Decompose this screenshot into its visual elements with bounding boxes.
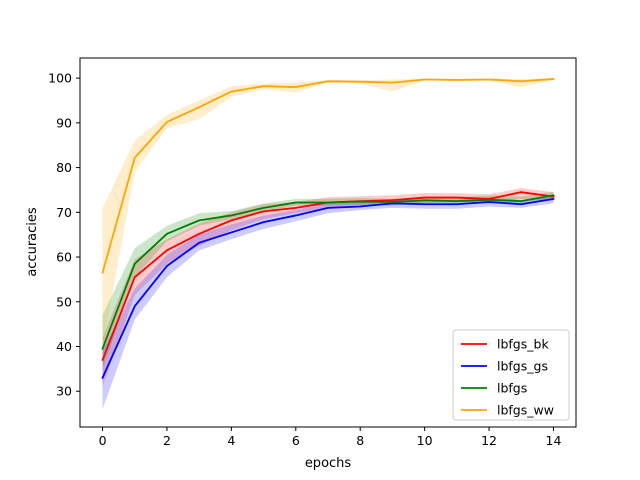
x-axis-label: epochs (305, 456, 352, 471)
y-tick-label: 80 (56, 160, 72, 175)
x-tick-label: 6 (292, 433, 300, 448)
y-axis-label: accuracies (25, 207, 40, 277)
y-tick-label: 40 (56, 339, 72, 354)
line-lbfgs (101, 194, 555, 350)
line-lbfgs-ww (101, 78, 555, 274)
line-lbfgs-gs (101, 197, 555, 379)
y-tick-label: 100 (48, 71, 72, 86)
y-tick-label: 90 (56, 115, 72, 130)
x-tick-label: 8 (356, 433, 364, 448)
y-axis: 30 40 50 60 70 80 90 100 (48, 71, 80, 399)
x-tick-label: 4 (227, 433, 235, 448)
x-tick-label: 0 (99, 433, 107, 448)
x-tick-label: 2 (163, 433, 171, 448)
legend-label-lbfgs-bk: lbfgs_bk (497, 337, 549, 352)
legend-label-lbfgs-ww: lbfgs_ww (497, 403, 554, 418)
series-lines (101, 78, 555, 379)
plot-frame (79, 57, 577, 428)
legend-label-lbfgs-gs: lbfgs_gs (497, 359, 548, 374)
x-axis: 0 2 4 6 8 10 12 14 (99, 427, 562, 448)
y-tick-label: 30 (56, 384, 72, 399)
x-tick-label: 14 (546, 433, 562, 448)
y-tick-label: 70 (56, 205, 72, 220)
x-tick-label: 10 (417, 433, 433, 448)
legend-box (452, 329, 570, 421)
y-tick-label: 60 (56, 250, 72, 265)
y-tick-label: 50 (56, 294, 72, 309)
legend-label-lbfgs: lbfgs (497, 381, 527, 396)
x-tick-label: 12 (481, 433, 497, 448)
